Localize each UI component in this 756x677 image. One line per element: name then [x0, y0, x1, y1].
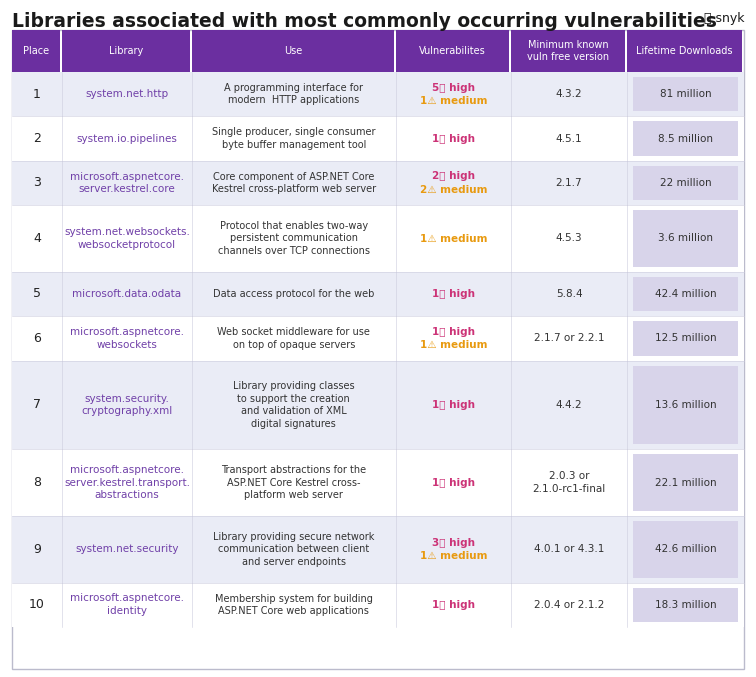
- Text: 5: 5: [33, 288, 41, 301]
- Bar: [633, 121, 738, 156]
- Text: Lifetime Downloads: Lifetime Downloads: [637, 46, 733, 56]
- Text: Library providing classes
to support the creation
and validation of XML
digital : Library providing classes to support the…: [233, 381, 355, 429]
- Text: 4.5.1: 4.5.1: [556, 133, 582, 144]
- Text: 4.4.2: 4.4.2: [556, 400, 582, 410]
- Text: 1💀 high: 1💀 high: [432, 400, 475, 410]
- Text: Core component of ASP.NET Core
Kestrel cross-platform web server: Core component of ASP.NET Core Kestrel c…: [212, 172, 376, 194]
- Bar: [12, 116, 744, 161]
- Text: 8: 8: [33, 476, 41, 489]
- Bar: [633, 77, 738, 112]
- Text: Place: Place: [23, 46, 49, 56]
- Text: 2💀 high: 2💀 high: [432, 171, 475, 181]
- Text: 1💀 high: 1💀 high: [432, 133, 475, 144]
- Bar: [633, 521, 738, 577]
- Bar: [633, 210, 738, 267]
- Text: Library: Library: [109, 46, 143, 56]
- Bar: [192, 30, 394, 72]
- Bar: [12, 316, 744, 361]
- Text: system.net.http: system.net.http: [85, 89, 169, 100]
- Text: Data access protocol for the web: Data access protocol for the web: [213, 289, 374, 299]
- Text: 1: 1: [33, 88, 41, 101]
- Text: Protocol that enables two-way
persistent communication
channels over TCP connect: Protocol that enables two-way persistent…: [218, 221, 370, 256]
- Bar: [511, 30, 625, 72]
- Bar: [12, 583, 744, 627]
- Bar: [633, 321, 738, 355]
- Text: microsoft.aspnetcore.
websockets: microsoft.aspnetcore. websockets: [70, 327, 184, 350]
- Text: 5.8.4: 5.8.4: [556, 289, 582, 299]
- Text: 2.0.3 or
2.1.0-rc1-final: 2.0.3 or 2.1.0-rc1-final: [532, 471, 606, 494]
- Text: 2.0.4 or 2.1.2: 2.0.4 or 2.1.2: [534, 600, 604, 610]
- Text: microsoft.aspnetcore.
server.kestrel.transport.
abstractions: microsoft.aspnetcore. server.kestrel.tra…: [64, 465, 190, 500]
- Bar: [395, 30, 510, 72]
- Text: 12.5 million: 12.5 million: [655, 333, 716, 343]
- Text: 81 million: 81 million: [660, 89, 711, 100]
- Text: 4.0.1 or 4.3.1: 4.0.1 or 4.3.1: [534, 544, 604, 554]
- Text: 1⚠ medium: 1⚠ medium: [420, 551, 487, 561]
- Text: 1💀 high: 1💀 high: [432, 327, 475, 337]
- Bar: [12, 361, 744, 450]
- Text: 13.6 million: 13.6 million: [655, 400, 716, 410]
- Text: 1💀 high: 1💀 high: [432, 600, 475, 610]
- Bar: [62, 30, 190, 72]
- Bar: [12, 161, 744, 205]
- Text: system.net.websockets.
websocketprotocol: system.net.websockets. websocketprotocol: [64, 227, 190, 250]
- Text: system.io.pipelines: system.io.pipelines: [76, 133, 178, 144]
- Text: 42.6 million: 42.6 million: [655, 544, 716, 554]
- Text: system.net.security: system.net.security: [75, 544, 178, 554]
- Text: 4: 4: [33, 232, 41, 245]
- Text: 3.6 million: 3.6 million: [658, 234, 713, 244]
- Text: Web socket middleware for use
on top of opaque servers: Web socket middleware for use on top of …: [218, 327, 370, 349]
- Text: 2.1.7: 2.1.7: [556, 178, 582, 188]
- Text: 22 million: 22 million: [660, 178, 711, 188]
- Text: 5💀 high: 5💀 high: [432, 83, 475, 93]
- Bar: [12, 516, 744, 583]
- Text: Minimum known
vuln free version: Minimum known vuln free version: [527, 40, 609, 62]
- Bar: [633, 166, 738, 200]
- Text: microsoft.aspnetcore.
server.kestrel.core: microsoft.aspnetcore. server.kestrel.cor…: [70, 171, 184, 194]
- Bar: [633, 454, 738, 511]
- Text: 22.1 million: 22.1 million: [655, 478, 716, 487]
- Text: 6: 6: [33, 332, 41, 345]
- Bar: [633, 588, 738, 622]
- Text: 2.1.7 or 2.2.1: 2.1.7 or 2.2.1: [534, 333, 604, 343]
- Text: 🐾 snyk: 🐾 snyk: [704, 12, 744, 25]
- Text: 7: 7: [33, 399, 41, 412]
- Bar: [12, 271, 744, 316]
- Bar: [633, 366, 738, 444]
- Text: 1💀 high: 1💀 high: [432, 289, 475, 299]
- Text: 42.4 million: 42.4 million: [655, 289, 716, 299]
- Text: 1⚠ medium: 1⚠ medium: [420, 340, 487, 350]
- Text: microsoft.aspnetcore.
identity: microsoft.aspnetcore. identity: [70, 594, 184, 616]
- Text: Single producer, single consumer
byte buffer management tool: Single producer, single consumer byte bu…: [212, 127, 376, 150]
- Text: Transport abstractions for the
ASP.NET Core Kestrel cross-
platform web server: Transport abstractions for the ASP.NET C…: [222, 465, 367, 500]
- Bar: [12, 72, 744, 116]
- Text: 9: 9: [33, 543, 41, 556]
- Text: Libraries associated with most commonly occurring vulnerabilities: Libraries associated with most commonly …: [12, 12, 717, 31]
- Text: Membership system for building
ASP.NET Core web applications: Membership system for building ASP.NET C…: [215, 594, 373, 616]
- Text: 3: 3: [33, 177, 41, 190]
- Text: 2: 2: [33, 132, 41, 145]
- Text: 18.3 million: 18.3 million: [655, 600, 716, 610]
- Text: 8.5 million: 8.5 million: [658, 133, 713, 144]
- Text: 3💀 high: 3💀 high: [432, 538, 475, 548]
- Text: A programming interface for
modern  HTTP applications: A programming interface for modern HTTP …: [225, 83, 364, 106]
- Text: 4.5.3: 4.5.3: [556, 234, 582, 244]
- Text: microsoft.data.odata: microsoft.data.odata: [73, 289, 181, 299]
- Bar: [12, 30, 60, 72]
- Bar: [627, 30, 742, 72]
- Bar: [12, 205, 744, 271]
- Text: Vulnerabilites: Vulnerabilites: [419, 46, 486, 56]
- Bar: [12, 450, 744, 516]
- Text: system.security.
cryptography.xml: system.security. cryptography.xml: [82, 393, 172, 416]
- Text: 1💀 high: 1💀 high: [432, 478, 475, 487]
- Text: 4.3.2: 4.3.2: [556, 89, 582, 100]
- Text: Library providing secure network
communication between client
and server endpoin: Library providing secure network communi…: [213, 532, 374, 567]
- Text: 2⚠ medium: 2⚠ medium: [420, 185, 487, 194]
- Text: 10: 10: [29, 598, 45, 611]
- Text: 1⚠ medium: 1⚠ medium: [420, 95, 487, 106]
- Text: 1⚠ medium: 1⚠ medium: [420, 234, 487, 244]
- Bar: [633, 277, 738, 311]
- Text: Use: Use: [284, 46, 302, 56]
